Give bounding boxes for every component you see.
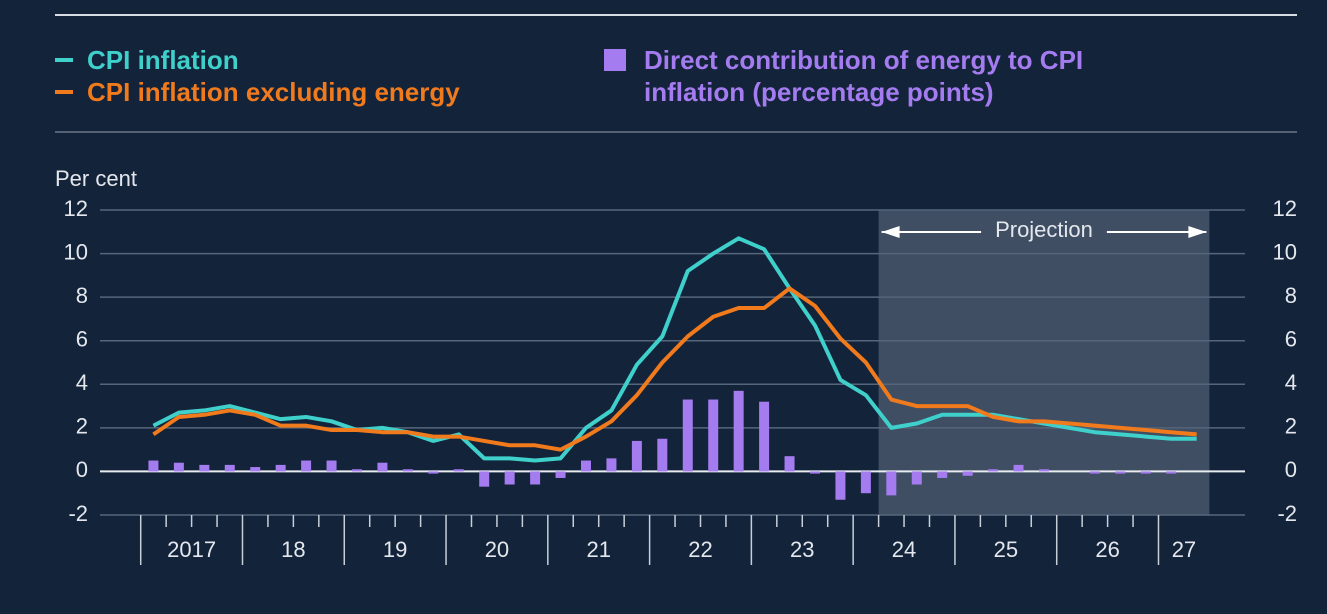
bar: [835, 471, 846, 500]
x-tick-label: 2017: [167, 537, 216, 562]
bar: [886, 471, 897, 496]
y-tick-label: -2: [68, 501, 88, 526]
x-tick-label: 23: [790, 537, 814, 562]
bar: [326, 460, 337, 472]
bar: [1166, 471, 1177, 474]
x-tick-label: 19: [383, 537, 407, 562]
bar: [555, 471, 566, 478]
legend-swatch: [55, 58, 73, 62]
legend-label: CPI inflation: [87, 45, 239, 75]
bar: [173, 462, 184, 472]
bar: [937, 471, 948, 478]
y-tick-label: 8: [76, 283, 88, 308]
x-tick-label: 21: [586, 537, 610, 562]
bar: [453, 469, 464, 472]
x-tick-label: 22: [688, 537, 712, 562]
y-tick-label: 0: [76, 457, 88, 482]
bar: [224, 464, 235, 472]
bar: [428, 471, 439, 474]
y-tick-label: 12: [64, 196, 88, 221]
projection-shade: [878, 210, 1210, 515]
legend-item: CPI inflation excluding energy: [55, 76, 460, 108]
y2-tick-label: 12: [1273, 196, 1297, 221]
legend-item: Direct contribution of energy to CPI inf…: [604, 44, 1124, 108]
y-tick-label: 6: [76, 327, 88, 352]
bar: [377, 462, 388, 472]
bar: [860, 471, 871, 494]
legend-label: Direct contribution of energy to CPI inf…: [644, 45, 1084, 107]
legend-swatch: [604, 49, 626, 71]
y2-tick-label: 10: [1273, 239, 1297, 264]
y-tick-label: 4: [76, 370, 88, 395]
projection-label: Projection: [995, 217, 1093, 242]
bar: [784, 456, 795, 472]
x-tick-label: 26: [1095, 537, 1119, 562]
y-axis-label: Per cent: [55, 166, 137, 191]
y2-tick-label: 0: [1285, 457, 1297, 482]
projection-arrowhead: [1188, 226, 1207, 238]
bar: [631, 440, 642, 472]
x-tick-label: 18: [281, 537, 305, 562]
bar: [657, 438, 668, 472]
bar: [530, 471, 541, 485]
bar: [759, 401, 770, 472]
x-tick-label: 20: [485, 537, 509, 562]
line: [152, 286, 1197, 452]
bar: [988, 469, 999, 472]
bar: [199, 464, 210, 472]
bar: [1140, 471, 1151, 474]
bar: [809, 471, 820, 474]
bar: [733, 390, 744, 472]
bar: [580, 460, 591, 472]
y2-tick-label: 2: [1285, 414, 1297, 439]
bar: [1038, 469, 1049, 472]
bar: [911, 471, 922, 485]
bar: [402, 469, 413, 472]
x-tick-label: 24: [892, 537, 916, 562]
x-tick-label: 25: [994, 537, 1018, 562]
y-tick-label: 10: [64, 239, 88, 264]
y2-tick-label: 8: [1285, 283, 1297, 308]
bar: [148, 460, 159, 472]
legend-item: CPI inflation: [55, 44, 239, 76]
bar: [708, 399, 719, 472]
bar: [1013, 464, 1024, 472]
bar: [606, 458, 617, 472]
y2-tick-label: 4: [1285, 370, 1297, 395]
bar: [301, 460, 312, 472]
bar: [275, 464, 286, 472]
x-tick-label: 27: [1172, 537, 1196, 562]
legend-label: CPI inflation excluding energy: [87, 77, 460, 107]
y2-tick-label: 6: [1285, 327, 1297, 352]
bar: [682, 399, 693, 472]
bar: [479, 471, 490, 487]
y2-tick-label: -2: [1277, 501, 1297, 526]
y-tick-label: 2: [76, 414, 88, 439]
legend-swatch: [55, 90, 73, 94]
bar: [250, 467, 261, 472]
bar: [962, 471, 973, 476]
bar: [1089, 471, 1100, 474]
bar: [1115, 471, 1126, 474]
projection-arrowhead: [881, 226, 900, 238]
bar: [504, 471, 515, 485]
bar: [351, 469, 362, 472]
